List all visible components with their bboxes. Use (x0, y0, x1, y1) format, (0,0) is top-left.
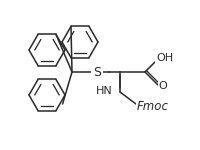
Text: OH: OH (156, 53, 174, 63)
Text: HN: HN (96, 86, 113, 96)
Text: S: S (93, 66, 101, 78)
Text: O: O (159, 81, 167, 91)
Text: Fmoc: Fmoc (137, 99, 169, 112)
